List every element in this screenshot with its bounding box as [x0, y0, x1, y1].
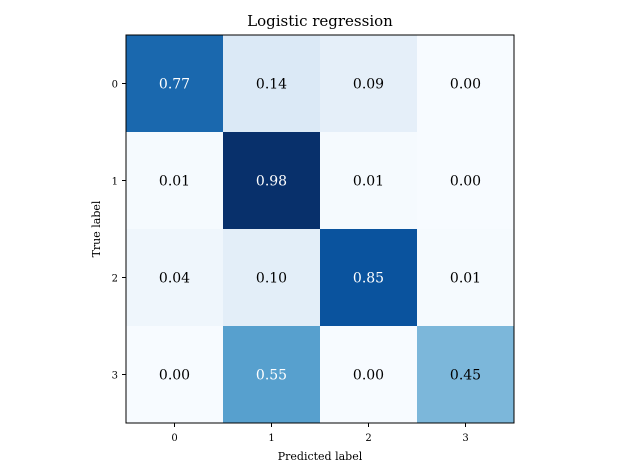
heatmap-cell [320, 35, 418, 133]
heatmap-cell [417, 229, 515, 327]
heatmap-cell [417, 35, 515, 133]
cell-value-label: 0.10 [256, 271, 287, 287]
heatmap-cell [223, 132, 321, 230]
y-tick-label: 3 [112, 371, 118, 382]
cell-value-label: 0.00 [353, 368, 384, 384]
heatmap-cell [126, 229, 224, 327]
cell-value-label: 0.14 [256, 77, 287, 93]
y-tick-label: 1 [112, 177, 118, 188]
y-axis-ticks: 0 1 2 3 [112, 80, 126, 382]
heatmap-cell [320, 229, 418, 327]
heatmap-cell [126, 132, 224, 230]
heatmap-cell [320, 132, 418, 230]
heatmap-cell [223, 229, 321, 327]
cell-value-label: 0.00 [159, 368, 190, 384]
x-tick-label: 1 [268, 433, 274, 444]
heatmap-cell [223, 326, 321, 424]
chart-title: Logistic regression [247, 12, 393, 30]
cell-value-label: 0.98 [256, 174, 287, 190]
cell-value-label: 0.01 [159, 174, 190, 190]
heatmap-cell [320, 326, 418, 424]
cell-value-label: 0.00 [450, 174, 481, 190]
cell-value-label: 0.77 [159, 77, 190, 93]
x-axis-label: Predicted label [278, 450, 363, 463]
y-tick-label: 2 [112, 274, 118, 285]
cell-value-label: 0.85 [353, 271, 384, 287]
cell-value-label: 0.00 [450, 77, 481, 93]
x-axis-ticks: 0 1 2 3 [171, 423, 469, 444]
cell-value-label: 0.01 [450, 271, 481, 287]
cell-value-label: 0.55 [256, 368, 287, 384]
cell-value-label: 0.01 [353, 174, 384, 190]
heatmap-cell [417, 132, 515, 230]
y-axis-label: True label [90, 200, 103, 257]
cell-value-label: 0.04 [159, 271, 190, 287]
x-tick-label: 0 [171, 433, 177, 444]
x-tick-label: 3 [462, 433, 468, 444]
plot-frame [125, 34, 515, 424]
cell-value-label: 0.09 [353, 77, 384, 93]
heatmap-cell [126, 35, 224, 133]
heatmap-cells: 0.77 0.14 0.09 0.00 0.01 0.98 0.01 0.00 0.04 0.10… [126, 35, 515, 424]
cell-value-label: 0.45 [450, 368, 481, 384]
heatmap-cell [417, 326, 515, 424]
heatmap-cell [223, 35, 321, 133]
y-tick-label: 0 [112, 80, 118, 91]
heatmap-cell [126, 326, 224, 424]
x-tick-label: 2 [365, 433, 371, 444]
